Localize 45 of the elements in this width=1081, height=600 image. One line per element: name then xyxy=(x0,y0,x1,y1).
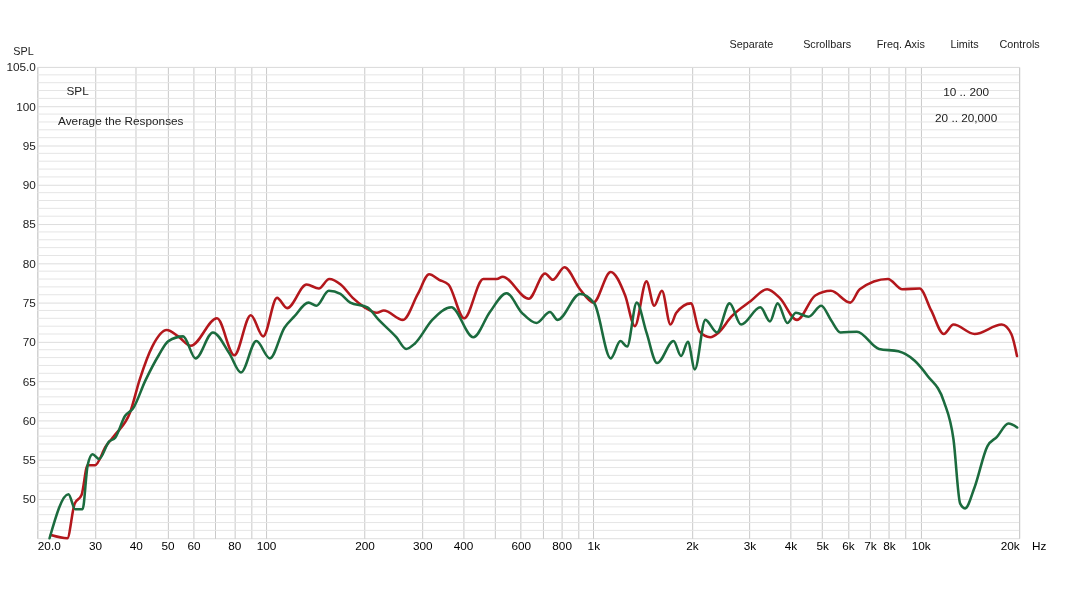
text: Scrollbars xyxy=(803,38,852,51)
y-tick-label: 65 xyxy=(22,374,37,388)
y-tick-label: 75 xyxy=(22,296,37,310)
y-tick-label: 50 xyxy=(22,492,37,506)
text: Controls xyxy=(999,38,1041,51)
x-tick-label: 2k xyxy=(686,538,699,552)
annotation: 10 .. 200 xyxy=(943,85,990,99)
x-tick-label: 300 xyxy=(412,538,433,552)
x-tick-label: 20k xyxy=(1000,538,1020,552)
x-tick-label: 8k xyxy=(883,538,896,552)
x-tick-label: 1k xyxy=(587,538,601,552)
y-axis-title: SPL xyxy=(13,45,34,58)
x-tick-label: 600 xyxy=(511,538,532,552)
annotation: 20 .. 20,000 xyxy=(935,110,998,124)
x-tick-label: 4k xyxy=(784,538,798,552)
x-tick-label: 30 xyxy=(88,538,103,552)
text: Limits xyxy=(950,38,980,51)
x-tick-label: 400 xyxy=(453,538,474,552)
x-tick-label: 200 xyxy=(355,538,376,552)
text: Separate xyxy=(729,38,774,51)
y-tick-label: 60 xyxy=(22,413,37,427)
x-tick-label: 40 xyxy=(129,538,144,552)
x-tick-label: 100 xyxy=(256,538,277,552)
annotation: SPL xyxy=(66,84,90,98)
x-tick-label: 80 xyxy=(228,538,242,552)
y-tick-label: 95 xyxy=(22,138,37,152)
y-tick-label: 80 xyxy=(22,256,37,270)
x-tick-label: 60 xyxy=(187,538,201,552)
x-tick-label: 3k xyxy=(743,538,757,552)
x-axis-title: Hz xyxy=(1031,539,1047,553)
annotation: Average the Responses xyxy=(58,113,184,127)
y-tick-label: 85 xyxy=(22,217,37,231)
x-tick-label: 800 xyxy=(552,538,573,552)
x-tick-label: 50 xyxy=(161,538,176,552)
y-tick-label: 90 xyxy=(22,178,37,192)
x-tick-label: 5k xyxy=(816,538,829,552)
x-tick-label: 7k xyxy=(864,538,877,552)
y-tick-label: 55 xyxy=(22,453,37,467)
x-tick-label: 20.0 xyxy=(37,538,62,552)
y-tick-label: 70 xyxy=(22,335,37,349)
y-tick-label: 100 xyxy=(16,99,37,113)
x-tick-label: 6k xyxy=(842,538,855,552)
x-tick-label: 10k xyxy=(911,538,931,552)
text: Freq. Axis xyxy=(876,38,926,51)
y-tick-label: 105.0 xyxy=(6,60,37,74)
